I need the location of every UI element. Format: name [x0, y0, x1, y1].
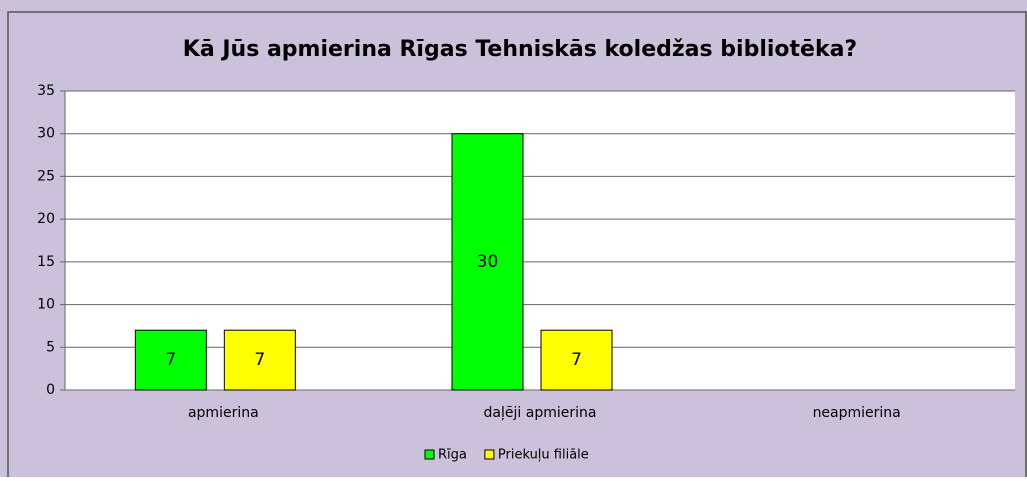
legend-label: Rīga: [438, 448, 467, 463]
y-tick-label: 25: [37, 168, 55, 184]
bar: [451, 133, 524, 391]
data-label: 7: [571, 350, 582, 370]
y-tick-label: 20: [37, 211, 55, 227]
bar: [540, 329, 613, 391]
y-tick-label: 0: [46, 382, 55, 398]
x-tick-label: daļēji apmierina: [484, 405, 597, 421]
legend-label: Priekuļu filiāle: [498, 448, 589, 463]
bar: [223, 329, 296, 391]
bar: [134, 329, 207, 391]
x-tick-label: apmierina: [188, 405, 259, 421]
y-tick-label: 30: [37, 126, 55, 142]
y-tick-label: 15: [37, 254, 55, 270]
legend-swatch: [484, 449, 495, 460]
y-tick-label: 10: [37, 297, 55, 313]
x-tick-label: neapmierina: [813, 405, 901, 421]
y-tick-label: 35: [37, 83, 55, 99]
chart-border: [7, 11, 1027, 481]
data-label: 7: [254, 350, 265, 370]
plot-area: [65, 91, 1015, 390]
chart-title: Kā Jūs apmierina Rīgas Tehniskās koledža…: [183, 37, 857, 62]
legend-swatch: [424, 449, 435, 460]
data-label: 7: [165, 350, 176, 370]
y-tick-label: 5: [46, 339, 55, 355]
data-label: 30: [477, 252, 499, 272]
